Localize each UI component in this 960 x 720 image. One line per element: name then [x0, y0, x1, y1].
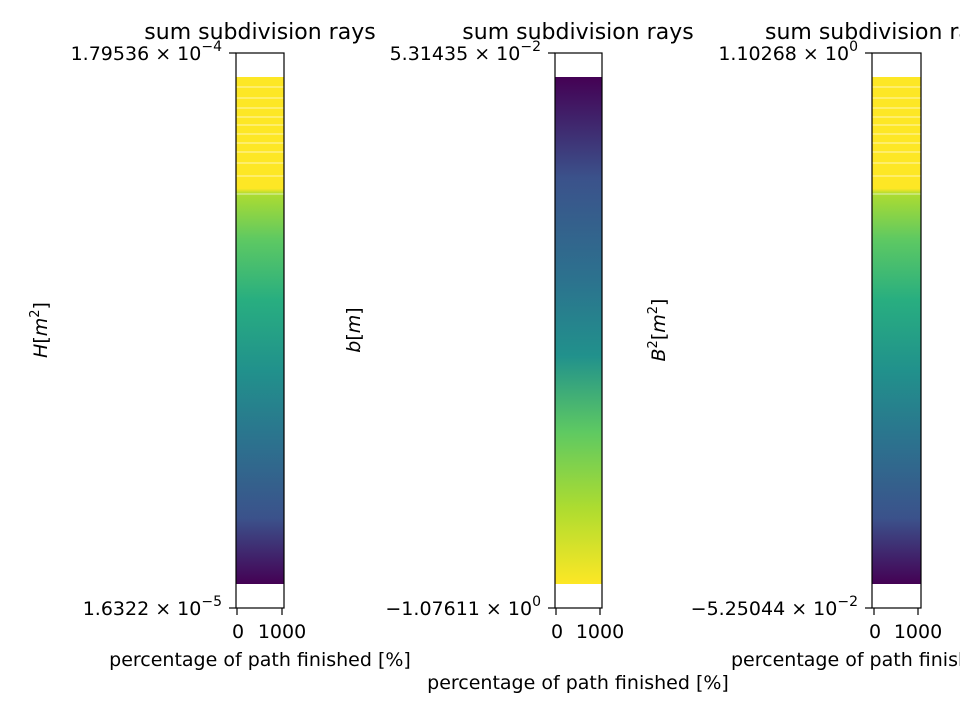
panel-1-ylabel: H[m2] [28, 302, 52, 358]
panel-3-ytick-label-bottom: −5.25044 × 10−2 [691, 594, 858, 620]
panel-2-frame [554, 52, 603, 609]
panel-1-xlabel: percentage of path finished [%] [109, 649, 411, 671]
panel-1-frame [235, 52, 285, 609]
panel-1-ytick-label-top: 1.79536 × 10−4 [71, 39, 222, 65]
panel-3-band-lines [872, 86, 921, 195]
panel-1-xtick-label-1000: 1000 [258, 621, 306, 643]
panel-3-xlabel: percentage of path finished [%] [731, 649, 960, 671]
panel-2-xlabel: percentage of path finished [%] [427, 672, 729, 694]
panel-3-ytick-label-top: 1.10268 × 100 [718, 39, 858, 65]
panel-2-xtick-label-1000: 1000 [576, 621, 624, 643]
panel-1: sum subdivision rays 1.79536 × 10−4 1.63… [28, 20, 411, 671]
panel-3-title: sum subdivision rays [765, 20, 960, 45]
panel-3-frame [871, 52, 922, 609]
panel-1-colorbar [236, 77, 284, 584]
panel-2-ytick-label-top: 5.31435 × 10−2 [390, 39, 541, 65]
panel-3: sum subdivision rays 1.10268 × 100 −5.25… [646, 20, 960, 671]
panel-1-band-lines [236, 86, 284, 195]
panel-3-colorbar [872, 77, 921, 584]
panel-2-colorbar [555, 77, 602, 584]
panel-1-title: sum subdivision rays [144, 20, 375, 45]
panel-2-xtick-label-0: 0 [551, 621, 563, 643]
panel-3-ylabel: B2[m2] [646, 299, 670, 362]
panel-2-ytick-label-bottom: −1.07611 × 100 [385, 594, 541, 620]
panel-2-ylabel: b[m] [343, 307, 365, 352]
panel-3-xtick-label-0: 0 [869, 621, 881, 643]
panel-2: sum subdivision rays 5.31435 × 10−2 −1.0… [343, 20, 729, 694]
panel-3-xtick-label-1000: 1000 [894, 621, 942, 643]
panel-1-ytick-label-bottom: 1.6322 × 10−5 [83, 594, 222, 620]
panel-2-title: sum subdivision rays [462, 20, 693, 45]
panel-1-xtick-label-0: 0 [232, 621, 244, 643]
